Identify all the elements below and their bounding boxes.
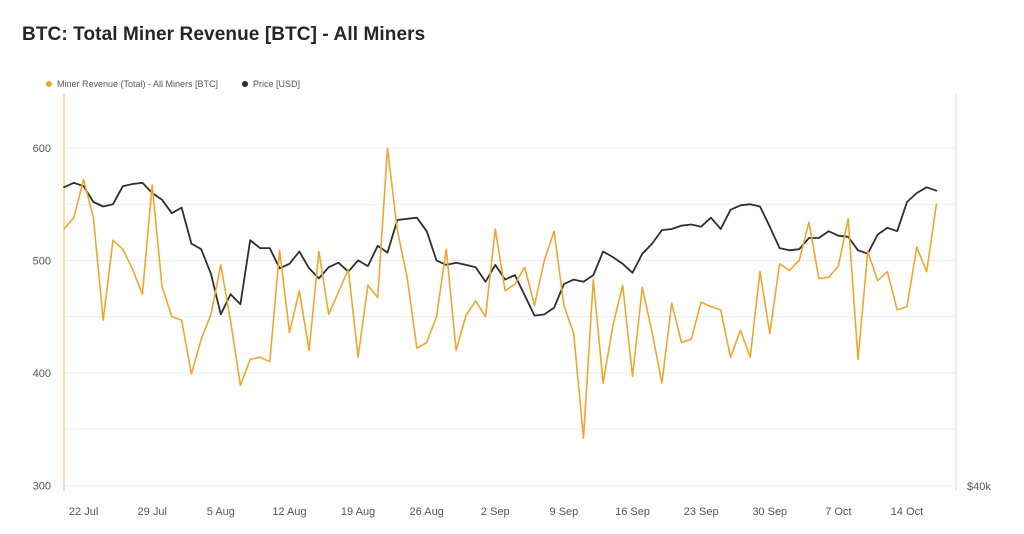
x-tick-label: 2 Sep — [481, 506, 510, 518]
x-tick-label: 19 Aug — [341, 506, 375, 518]
chart-title: BTC: Total Miner Revenue [BTC] - All Min… — [22, 24, 426, 45]
series-line-miner-revenue[interactable] — [63, 147, 938, 439]
x-axis: 22 Jul 29 Jul 5 Aug 12 Aug 19 Aug 26 Aug 2 Sep… — [69, 506, 923, 518]
x-tick-label: 9 Sep — [550, 506, 579, 518]
legend-label-revenue: Miner Revenue (Total) - All Miners [BTC] — [57, 79, 219, 89]
x-tick-label: 30 Sep — [752, 506, 787, 518]
x-tick-label: 29 Jul — [138, 506, 167, 518]
chart-legend: Miner Revenue (Total) - All Miners [BTC]… — [46, 79, 300, 89]
price-legend-dot — [242, 81, 249, 87]
y-tick-label: 400 — [33, 368, 51, 380]
y-axis-right-label: $40k — [967, 481, 991, 493]
legend-item-price[interactable]: Price [USD] — [242, 79, 300, 89]
legend-label-price: Price [USD] — [253, 79, 301, 89]
grid-lines — [63, 94, 957, 491]
y-tick-label: 600 — [33, 143, 51, 155]
y-axis-left: 300 400 500 600 — [33, 143, 51, 492]
x-tick-label: 16 Sep — [615, 506, 650, 518]
x-tick-label: 22 Jul — [69, 506, 98, 518]
series-line-price[interactable] — [63, 181, 938, 317]
x-tick-label: 23 Sep — [684, 506, 719, 518]
revenue-legend-dot — [46, 81, 52, 87]
y-tick-label: 300 — [33, 480, 51, 492]
series-lines — [63, 147, 938, 439]
x-tick-label: 5 Aug — [207, 506, 235, 518]
x-tick-label: 26 Aug — [410, 506, 444, 518]
legend-item-revenue[interactable]: Miner Revenue (Total) - All Miners [BTC] — [46, 79, 218, 89]
x-tick-label: 12 Aug — [272, 506, 306, 518]
x-tick-label: 14 Oct — [891, 506, 923, 518]
x-tick-label: 7 Oct — [825, 506, 851, 518]
y-tick-label: 500 — [33, 255, 51, 267]
